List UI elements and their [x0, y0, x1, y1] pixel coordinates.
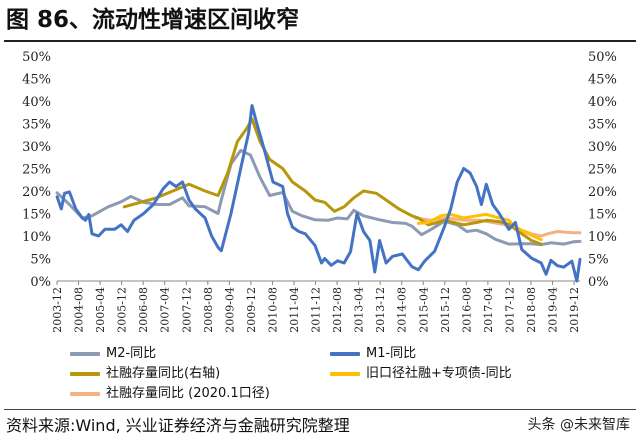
y-tick-label-right: 50% [588, 50, 617, 65]
legend-swatch-tsf-2020 [70, 391, 100, 396]
x-tick-label: 2005-04 [94, 287, 107, 333]
y-tick-label-left: 5% [30, 253, 51, 268]
legend-swatch-old-tsf [330, 371, 360, 376]
source-divider [4, 409, 636, 410]
y-tick-label-right: 5% [588, 253, 609, 268]
title-divider [4, 40, 636, 42]
y-tick-label-right: 10% [588, 230, 617, 245]
y-tick-label-right: 30% [588, 140, 617, 155]
x-tick-label: 2019-04 [547, 287, 560, 333]
x-tick-label: 2008-08 [202, 287, 215, 333]
legend-swatch-m1 [330, 351, 360, 356]
x-tick-label: 2010-08 [266, 287, 279, 333]
series-line [55, 149, 582, 247]
x-tick-label: 2007-12 [180, 287, 193, 333]
legend-item-tsf-2020: 社融存量同比 (2020.1口径) [70, 384, 270, 404]
x-tick-label: 2013-04 [353, 287, 366, 333]
series-line [122, 117, 543, 246]
x-tick-label: 2003-12 [51, 287, 64, 333]
legend-item-old-tsf: 旧口径社融+专项债-同比 [330, 364, 512, 384]
legend-label-tsf-2020: 社融存量同比 (2020.1口径) [106, 386, 270, 401]
y-tick-label-left: 50% [22, 50, 51, 65]
legend-label-old-tsf: 旧口径社融+专项债-同比 [366, 366, 512, 381]
series-line [55, 104, 582, 283]
y-tick-label-left: 25% [22, 163, 51, 178]
line-chart: 0% 0% 5% 5% 10% 10% 15% 15% 20% 20% 25% 25% 30% 30% 35… [22, 50, 617, 333]
y-tick-label-left: 40% [22, 95, 51, 110]
y-tick-label-left: 0% [30, 275, 51, 290]
x-tick-label: 2017-12 [503, 287, 516, 333]
x-tick-label: 2016-08 [460, 287, 473, 333]
x-tick-label: 2013-12 [374, 287, 387, 333]
x-tick-label: 2017-04 [482, 287, 495, 333]
y-tick-label-left: 45% [22, 73, 51, 88]
y-tick-label-left: 30% [22, 140, 51, 155]
y-tick-label-left: 20% [22, 185, 51, 200]
legend-swatch-m2 [70, 351, 100, 356]
x-tick-label: 2015-04 [417, 287, 430, 333]
x-tick-label: 2009-04 [223, 287, 236, 333]
legend-swatch-tsf [70, 371, 100, 376]
x-tick-label: 2011-12 [310, 287, 323, 333]
figure-title: 图 86、流动性增速区间收窄 [6, 7, 300, 33]
y-tick-label-right: 35% [588, 118, 617, 133]
legend-item-m1: M1-同比 [330, 344, 416, 364]
y-tick-label-right: 20% [588, 185, 617, 200]
x-tick-label: 2004-08 [73, 287, 86, 333]
legend-label-m1: M1-同比 [366, 346, 417, 361]
y-tick-label-right: 15% [588, 208, 617, 223]
source-note: 资料来源:Wind, 兴业证券经济与金融研究院整理 [6, 416, 350, 435]
x-tick-label: 2015-12 [439, 287, 452, 333]
watermark: 头条 @未来智库 [527, 417, 630, 433]
y-tick-label-right: 40% [588, 95, 617, 110]
y-tick-label-right: 45% [588, 73, 617, 88]
y-tick-label-right: 0% [588, 275, 609, 290]
x-tick-label: 2012-08 [331, 287, 344, 333]
legend-label-m2: M2-同比 [106, 346, 157, 361]
legend-item-m2: M2-同比 [70, 344, 156, 364]
x-tick-label: 2006-08 [137, 287, 150, 333]
x-tick-label: 2005-12 [116, 287, 129, 333]
y-tick-label-left: 15% [22, 208, 51, 223]
y-tick-label-right: 25% [588, 163, 617, 178]
x-tick-label: 2018-08 [525, 287, 538, 333]
y-tick-label-left: 10% [22, 230, 51, 245]
y-tick-label-left: 35% [22, 118, 51, 133]
legend-item-tsf: 社融存量同比(右轴) [70, 364, 220, 384]
legend-label-tsf: 社融存量同比(右轴) [106, 366, 221, 381]
x-tick-label: 2009-12 [245, 287, 258, 333]
x-tick-label: 2011-04 [288, 287, 301, 333]
x-tick-label: 2014-08 [396, 287, 409, 333]
x-tick-label: 2019-12 [568, 287, 581, 333]
x-tick-label: 2007-04 [159, 287, 172, 333]
